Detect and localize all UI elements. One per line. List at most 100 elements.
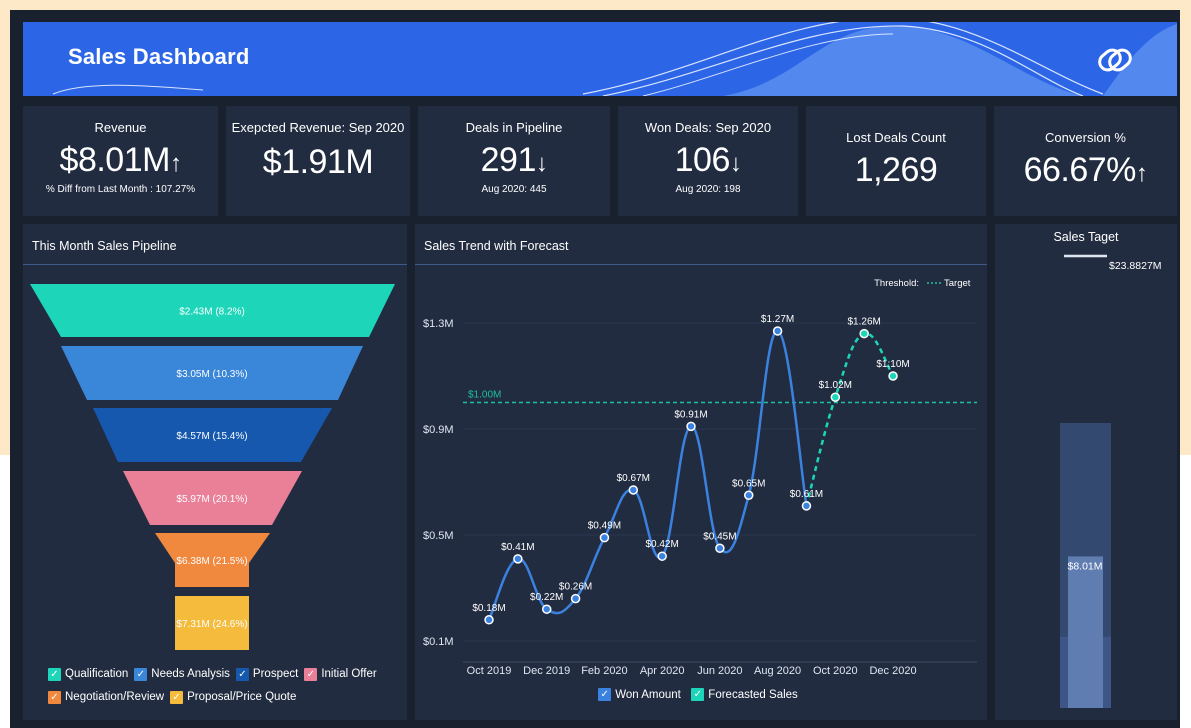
sales-value-bar [1068, 556, 1103, 708]
kpi-deals-in-pipeline: Deals in Pipeline 291↓ Aug 2020: 445 [418, 106, 610, 216]
kpi-title: Exepcted Revenue: Sep 2020 [231, 120, 405, 135]
y-tick-label: $0.5M [423, 530, 454, 542]
kpi-value: $1.91M [262, 143, 374, 181]
kpi-title: Conversion % [1045, 130, 1126, 145]
x-tick-label: Jun 2020 [697, 665, 742, 677]
legend-label: Proposal/Price Quote [187, 691, 297, 703]
panel-title: Sales Taget [1053, 230, 1119, 244]
funnel-segment [61, 346, 363, 400]
legend-item[interactable]: ✓ Negotiation/Review [48, 687, 164, 708]
kpi-title: Won Deals: Sep 2020 [644, 120, 772, 135]
won-amount-point[interactable] [599, 532, 610, 543]
won-amount-point[interactable] [772, 326, 783, 336]
legend-won-amount[interactable]: ✓ Won Amount [598, 688, 681, 701]
won-amount-point[interactable] [801, 501, 812, 511]
kpi-value: 291↓ [480, 141, 548, 179]
checkbox-icon: ✓ [48, 691, 61, 704]
x-tick-label: Dec 2019 [523, 665, 570, 677]
kpi-title: Lost Deals Count [846, 130, 946, 145]
kpi-subtext: % Diff from Last Month : 107.27% [45, 184, 196, 195]
kpi-value: 106↓ [674, 141, 742, 179]
arrow-up-icon: ↑ [1135, 160, 1148, 187]
won-amount-point[interactable] [541, 604, 552, 614]
threshold-legend-label: Target [944, 278, 971, 289]
x-tick-label: Apr 2020 [640, 665, 685, 677]
panel-title: Sales Trend with Forecast [424, 239, 569, 253]
funnel-segment [30, 284, 395, 337]
won-amount-point[interactable] [570, 593, 581, 604]
divider [23, 264, 407, 265]
sales-trend-panel: Sales Trend with Forecast $1.3M $0.9M $0.5… [415, 224, 987, 720]
funnel-segment-label: $2.43M (8.2%) [179, 307, 245, 318]
legend-label: Needs Analysis [151, 668, 230, 680]
won-amount-point[interactable] [628, 485, 639, 495]
arrow-down-icon: ↓ [535, 150, 548, 177]
x-tick-label: Oct 2020 [813, 665, 858, 677]
data-label: $0.41M [501, 542, 534, 553]
legend-label: Negotiation/Review [65, 691, 165, 703]
kpi-value: $8.01M↑ [59, 141, 182, 179]
divider [415, 264, 987, 265]
funnel-segment [155, 533, 270, 587]
won-amount-point[interactable] [743, 490, 754, 500]
y-tick-label: $0.1M [423, 636, 454, 648]
dashboard-header: Sales Dashboard [23, 22, 1177, 96]
checkbox-icon: ✓ [134, 668, 148, 681]
won-amount-point[interactable] [484, 615, 494, 625]
threshold-value-label: $1.00M [468, 390, 501, 401]
funnel-segment [123, 471, 302, 525]
funnel-segment-label: $4.57M (15.4%) [176, 431, 247, 442]
forecast-point[interactable] [888, 371, 898, 381]
zoho-analytics-logo-icon [1098, 48, 1132, 72]
sales-value-label: $8.01M [1067, 560, 1102, 572]
data-label: $0.67M [617, 473, 650, 484]
kpi-revenue: Revenue $8.01M↑ % Diff from Last Month :… [23, 106, 218, 216]
trend-chart: $1.3M $0.9M $0.5M $0.1M Oct 2019 Dec 2019 Feb … [423, 278, 977, 677]
header-wave-decoration [52, 22, 1177, 96]
target-value-label: $23.8827M [1109, 260, 1162, 272]
data-label: $0.61M [790, 489, 823, 500]
legend-forecasted-sales[interactable]: ✓ Forecasted Sales [691, 688, 798, 701]
kpi-title: Revenue [94, 120, 147, 135]
funnel-segment [93, 408, 332, 462]
funnel-segment-label: $6.38M (21.5%) [176, 556, 247, 567]
kpi-expected-revenue: Exepcted Revenue: Sep 2020 $1.91M [226, 106, 410, 216]
legend-item[interactable]: ✓ Initial Offer [304, 664, 377, 685]
checkbox-icon: ✓ [170, 691, 184, 704]
x-tick-label: Aug 2020 [754, 665, 801, 677]
data-label: $0.18M [472, 603, 505, 614]
sales-target-panel: Sales Taget $8.01M $23.8827M [995, 224, 1177, 720]
legend-item[interactable]: ✓ Qualification [48, 664, 128, 685]
page-title: Sales Dashboard [68, 44, 250, 69]
data-label: $0.65M [732, 478, 765, 489]
data-label: $1:10M [876, 359, 909, 370]
legend-item[interactable]: ✓ Prospect [235, 664, 298, 685]
data-label: $0.22M [530, 592, 563, 603]
data-label: $1.02M [819, 380, 852, 391]
won-amount-point[interactable] [657, 551, 667, 561]
checkbox-icon: ✓ [691, 688, 705, 701]
forecast-point[interactable] [830, 392, 841, 402]
forecast-point[interactable] [859, 328, 869, 339]
data-label: $0.42M [645, 539, 678, 550]
trend-legend: ✓ Won Amount ✓ Forecasted Sales [415, 684, 987, 702]
legend-item[interactable]: ✓ Needs Analysis [134, 664, 230, 685]
kpi-lost-deals: Lost Deals Count 1,269 [806, 106, 986, 216]
won-amount-point[interactable] [715, 543, 725, 553]
legend-item[interactable]: ✓ Proposal/Price Quote [170, 687, 296, 708]
won-amount-point[interactable] [513, 554, 523, 564]
data-label: $1.27M [761, 314, 794, 325]
x-tick-label: Feb 2020 [581, 665, 627, 677]
x-tick-label: Oct 2019 [467, 665, 512, 677]
threshold-legend-title: Threshold: [874, 278, 919, 289]
kpi-value: 66.67%↑ [1023, 151, 1148, 189]
data-label: $0.49M [588, 521, 621, 532]
y-tick-label: $0.9M [423, 424, 454, 436]
data-label: $0.91M [674, 409, 707, 420]
funnel-chart: $2.43M (8.2%) $3.05M (10.3%) $4.57M (15.4%… [30, 284, 395, 650]
arrow-up-icon: ↑ [169, 150, 182, 177]
won-amount-point[interactable] [686, 421, 696, 432]
funnel-segment [175, 596, 249, 650]
kpi-subtext: Aug 2020: 445 [481, 184, 547, 195]
kpi-title: Deals in Pipeline [465, 120, 563, 135]
